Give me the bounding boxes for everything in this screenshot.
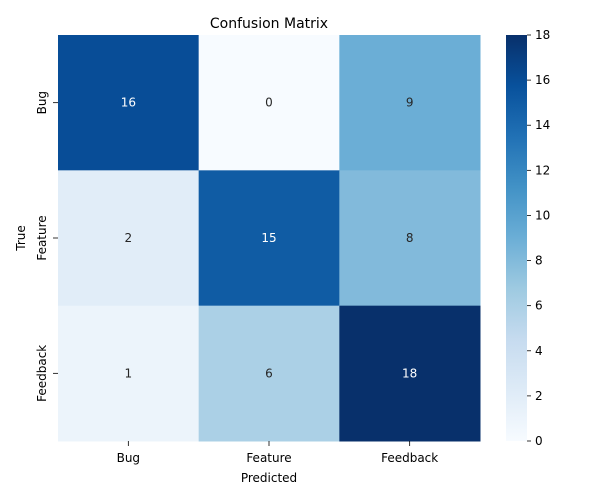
x-tick-label-bug: Bug: [117, 451, 140, 465]
y-tick-label-feature: Feature: [35, 215, 49, 260]
cell-feedback-feedback: [339, 305, 481, 442]
colorbar-tick-label: 2: [535, 389, 543, 403]
colorbar-tick-label: 4: [535, 344, 543, 358]
cell-value-bug-feedback: 9: [406, 96, 414, 110]
cell-value-feedback-feature: 6: [265, 366, 273, 380]
colorbar-tick-label: 12: [535, 163, 550, 177]
colorbar-tick-label: 14: [535, 118, 550, 132]
x-tick-label-feature: Feature: [246, 451, 291, 465]
colorbar-tick-label: 6: [535, 299, 543, 313]
x-axis-label: Predicted: [241, 471, 297, 485]
cell-bug-feedback: [339, 35, 481, 171]
cell-feedback-bug: [58, 305, 200, 442]
heatmap-cells: 16 0 92 15 81 6 18: [58, 35, 481, 442]
cell-value-feedback-bug: 1: [125, 366, 133, 380]
colorbar-tick-label: 10: [535, 208, 550, 222]
colorbar-tick-label: 0: [535, 434, 543, 448]
colorbar-tick-label: 8: [535, 254, 543, 268]
x-axis-ticks: Bug Feature Feedback: [117, 441, 438, 465]
y-axis-label: True: [14, 225, 28, 252]
cell-feedback-feature: [198, 305, 340, 442]
cell-feature-bug: [58, 170, 200, 307]
colorbar-tick-label: 18: [535, 28, 550, 42]
x-tick-label-feedback: Feedback: [381, 451, 438, 465]
cell-feature-feedback: [339, 170, 481, 307]
chart-title: Confusion Matrix: [210, 16, 328, 32]
cell-value-feedback-feedback: 18: [402, 366, 417, 380]
y-axis-ticks: Bug Feature Feedback: [35, 91, 58, 402]
cell-value-feature-bug: 2: [125, 231, 133, 245]
y-tick-label-feedback: Feedback: [35, 345, 49, 402]
cell-value-feature-feedback: 8: [406, 231, 414, 245]
cell-bug-bug: [58, 35, 200, 171]
colorbar-tick-label: 16: [535, 73, 550, 87]
cell-feature-feature: [198, 170, 340, 307]
cell-value-feature-feature: 15: [261, 231, 276, 245]
colorbar: 0 2 4 6 8 10 12 14 16 18: [506, 28, 550, 448]
y-tick-label-bug: Bug: [35, 91, 49, 114]
cell-value-bug-feature: 0: [265, 96, 273, 110]
colorbar-gradient: [506, 35, 527, 441]
cell-bug-feature: [198, 35, 340, 171]
cell-value-bug-bug: 16: [121, 96, 136, 110]
